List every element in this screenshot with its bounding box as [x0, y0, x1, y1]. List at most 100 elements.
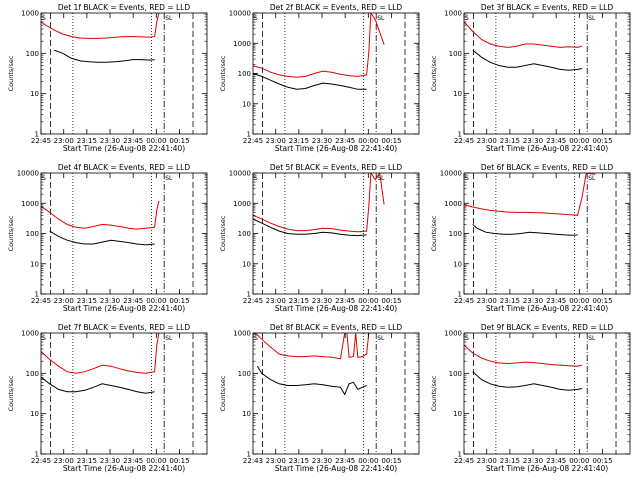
y-axis-label: Counts/sec — [7, 55, 15, 91]
x-tick-label: 00:00 — [358, 137, 378, 145]
y-tick-label: 1000 — [233, 330, 251, 338]
x-tick-label: 23:00 — [266, 297, 286, 305]
x-tick-label: 23:15 — [289, 297, 309, 305]
y-tick-label: 10 — [453, 410, 462, 418]
y-tick-label: 1 — [35, 451, 39, 459]
y-tick-label: 10 — [453, 260, 462, 268]
marker-sl: SL — [165, 335, 173, 342]
x-tick-label: 00:15 — [592, 137, 612, 145]
chart-title: Det 4f BLACK = Events, RED = LLD — [58, 163, 191, 172]
y-axis-label: Counts/sec — [7, 215, 15, 251]
marker-sl: SL — [588, 15, 596, 22]
x-tick-label: 23:30 — [312, 297, 332, 305]
x-tick-label: 00:00 — [569, 457, 589, 465]
y-tick-label: 100 — [238, 70, 251, 78]
x-tick-label: 23:45 — [335, 457, 355, 465]
series-line-lld — [253, 333, 376, 360]
series-line-lld — [464, 344, 583, 367]
y-tick-label: 100 — [26, 370, 39, 378]
marker-s: S — [42, 335, 46, 342]
chart-panel-6: Det 6f BLACK = Events, RED = LLD 1 10 100 10… — [430, 163, 631, 313]
chart-panel-1: Det 1f BLACK = Events, RED = LLD 1 10 100 10… — [7, 3, 208, 153]
chart-title: Det 8f BLACK = Events, RED = LLD — [270, 323, 403, 332]
x-tick-label: 22:45 — [243, 297, 263, 305]
chart-panel-5: Det 5f BLACK = Events, RED = LLD 1 10 100 10… — [219, 163, 420, 313]
y-tick-label: 100 — [449, 370, 462, 378]
y-axis-label: Counts/sec — [430, 55, 438, 91]
series-line-events — [256, 365, 367, 396]
series-line-events — [253, 73, 367, 90]
y-tick-label: 10000 — [229, 170, 251, 178]
series-line-lld — [41, 333, 160, 374]
x-tick-label: 23:30 — [100, 457, 120, 465]
x-tick-label: 23:45 — [123, 457, 143, 465]
y-tick-label: 1000 — [21, 10, 39, 18]
x-tick-label: 00:00 — [569, 137, 589, 145]
x-tick-label: 23:30 — [523, 457, 543, 465]
x-tick-label: 00:15 — [381, 457, 401, 465]
x-axis-label: Start Time (26-Aug-08 22:41:40) — [275, 144, 397, 153]
chart-panel-4: Det 4f BLACK = Events, RED = LLD 1 10 100 10… — [7, 163, 208, 313]
x-tick-label: 23:45 — [123, 137, 143, 145]
marker-s: S — [465, 15, 469, 22]
series-line-lld — [41, 13, 160, 39]
x-axis-label: Start Time (26-Aug-08 22:41:40) — [275, 304, 397, 313]
plot-frame — [463, 12, 631, 135]
x-axis-label: Start Time (26-Aug-08 22:41:40) — [486, 304, 608, 313]
y-tick-label: 100 — [238, 230, 251, 238]
x-tick-label: 23:15 — [289, 137, 309, 145]
chart-panel-2: Det 2f BLACK = Events, RED = LLD 1 10 100 10… — [219, 3, 420, 153]
x-tick-label: 23:30 — [100, 137, 120, 145]
x-tick-label: 23:30 — [523, 137, 543, 145]
x-tick-label: 00:00 — [358, 457, 378, 465]
y-tick-label: 1 — [247, 451, 251, 459]
marker-sl: SL — [377, 15, 385, 22]
marker-s: S — [254, 15, 258, 22]
y-tick-label: 10 — [30, 260, 39, 268]
x-tick-label: 00:15 — [381, 297, 401, 305]
y-tick-label: 100 — [26, 230, 39, 238]
plot-frame — [40, 332, 208, 455]
marker-s: S — [42, 15, 46, 22]
marker-sl: SL — [165, 175, 173, 182]
y-tick-label: 10 — [453, 90, 462, 98]
marker-s: S — [42, 175, 46, 182]
x-tick-label: 23:15 — [77, 457, 97, 465]
x-axis-label: Start Time (26-Aug-08 22:41:40) — [63, 464, 185, 473]
x-tick-label: 23:45 — [123, 297, 143, 305]
y-tick-label: 1 — [458, 291, 462, 299]
marker-s: S — [254, 175, 258, 182]
x-tick-label: 22:45 — [454, 137, 474, 145]
x-tick-label: 23:15 — [500, 137, 520, 145]
x-tick-label: 23:00 — [54, 297, 74, 305]
chart-title: Det 7f BLACK = Events, RED = LLD — [58, 323, 191, 332]
y-tick-label: 1 — [35, 291, 39, 299]
y-tick-label: 1000 — [444, 200, 462, 208]
series-line-events — [472, 49, 583, 71]
plot-frame — [40, 172, 208, 295]
series-line-events — [53, 49, 155, 63]
marker-s: S — [465, 175, 469, 182]
series-line-events — [41, 376, 155, 394]
x-tick-label: 00:00 — [358, 297, 378, 305]
x-tick-label: 22:45 — [243, 137, 263, 145]
x-axis-label: Start Time (26-Aug-08 22:41:40) — [486, 464, 608, 473]
y-tick-label: 1 — [458, 451, 462, 459]
x-axis-label: Start Time (26-Aug-08 22:41:40) — [63, 304, 185, 313]
y-tick-label: 1000 — [444, 10, 462, 18]
y-tick-label: 1 — [247, 291, 251, 299]
marker-sl: SL — [165, 15, 173, 22]
y-tick-label: 1 — [458, 131, 462, 139]
x-tick-label: 00:00 — [146, 297, 166, 305]
x-tick-label: 23:00 — [477, 457, 497, 465]
plot-frame — [463, 332, 631, 455]
series-line-lld — [464, 173, 596, 216]
y-tick-label: 100 — [238, 370, 251, 378]
marker-sl: SL — [588, 335, 596, 342]
y-axis-label: Counts/sec — [430, 375, 438, 411]
y-tick-label: 10 — [30, 410, 39, 418]
x-tick-label: 23:00 — [54, 137, 74, 145]
x-tick-label: 00:00 — [569, 297, 589, 305]
series-line-events — [49, 230, 155, 246]
y-axis-label: Counts/sec — [430, 215, 438, 251]
